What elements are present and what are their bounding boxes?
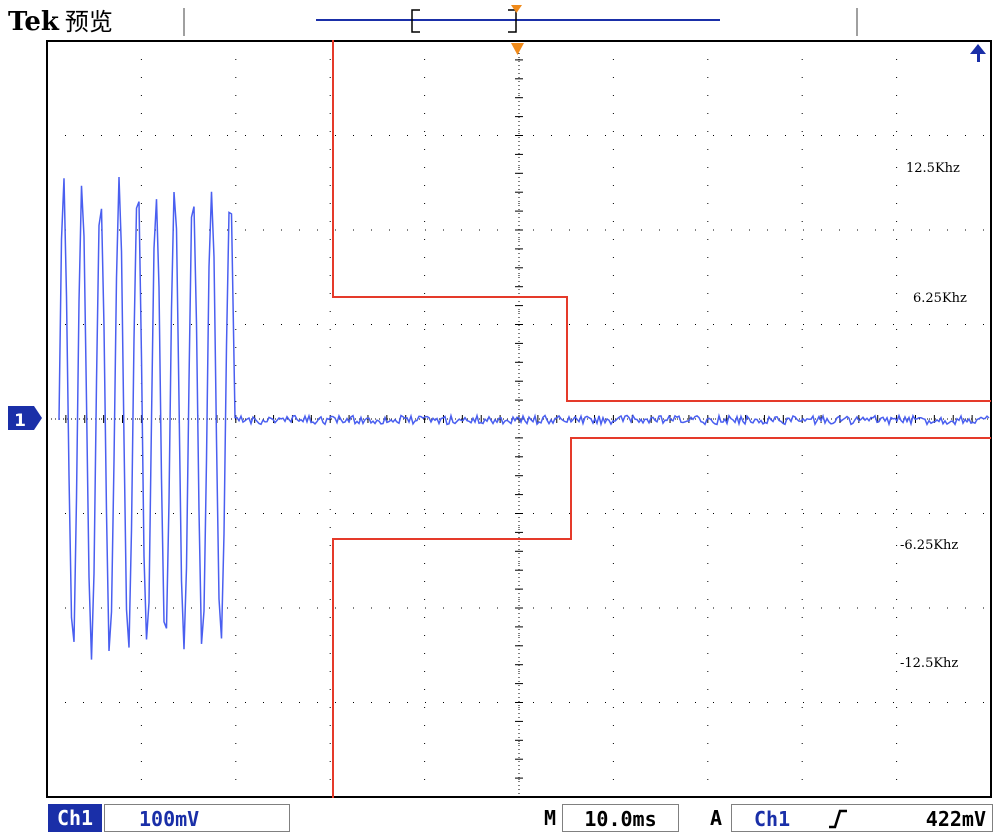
record-position-bar[interactable] <box>0 0 995 44</box>
topbar-divider <box>856 8 858 36</box>
oscilloscope-display: 12.5Khz 6.25Khz -6.25Khz -12.5Khz 1 <box>8 40 992 798</box>
timebase-readout[interactable]: 10.0ms <box>562 804 679 832</box>
bottom-status-bar: Ch1 100mV M 10.0ms A Ch1 422mV <box>0 802 995 839</box>
trigger-mode-label: A <box>709 806 723 830</box>
graticule-border <box>46 40 992 798</box>
envelope-lower-line <box>332 437 991 798</box>
trigger-source: Ch1 <box>754 807 791 831</box>
brand-name: Tek <box>8 7 59 37</box>
channel-1-ground-marker-icon[interactable]: 1 <box>8 406 42 431</box>
record-window-right-bracket <box>508 9 517 33</box>
acquisition-mode: 预览 <box>64 8 113 36</box>
trigger-position-icon <box>511 5 522 13</box>
channel-1-marker-label: 1 <box>14 411 26 431</box>
trigger-level-arrow-icon <box>970 44 986 62</box>
envelope-upper-line <box>332 40 991 402</box>
brand-logo: Tek 预览 <box>8 2 113 37</box>
channel-badge[interactable]: Ch1 <box>48 804 102 832</box>
record-window-left-bracket <box>411 9 420 33</box>
top-status-bar: Tek 预览 <box>0 0 995 44</box>
freq-label-minus-12-5-khz: -12.5Khz <box>900 656 958 671</box>
trigger-position-marker-icon <box>511 43 524 55</box>
topbar-divider <box>183 8 185 36</box>
ch1-waveform-trace <box>58 176 990 660</box>
timebase-prefix: M <box>543 806 557 830</box>
freq-label-minus-6-25-khz: -6.25Khz <box>900 538 958 553</box>
trigger-level: 422mV <box>925 807 986 831</box>
volts-per-div-readout[interactable]: 100mV <box>104 804 290 832</box>
trigger-readout[interactable]: Ch1 422mV <box>731 804 993 832</box>
freq-label-6-25-khz: 6.25Khz <box>913 291 967 306</box>
freq-label-12-5-khz: 12.5Khz <box>906 161 960 176</box>
rising-edge-icon <box>829 809 847 829</box>
